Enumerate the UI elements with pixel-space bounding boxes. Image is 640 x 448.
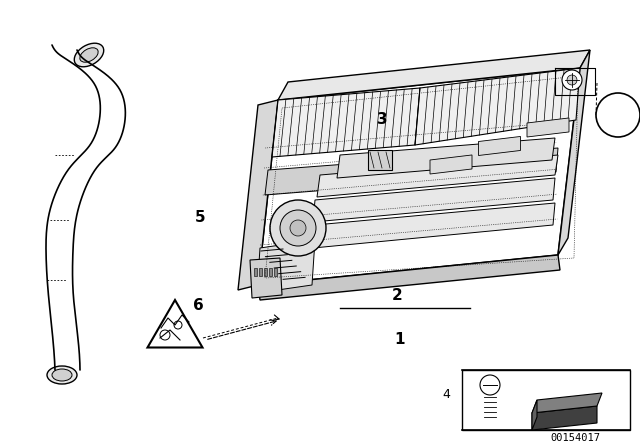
Polygon shape [258, 68, 580, 285]
Polygon shape [532, 393, 602, 413]
Polygon shape [258, 255, 560, 300]
Ellipse shape [80, 48, 98, 62]
Polygon shape [337, 138, 555, 178]
Circle shape [562, 70, 582, 90]
Polygon shape [558, 50, 590, 255]
Polygon shape [238, 100, 278, 290]
Polygon shape [278, 50, 590, 100]
Polygon shape [430, 155, 472, 174]
Bar [254, 268, 257, 276]
Text: 2: 2 [392, 288, 403, 302]
Ellipse shape [74, 43, 104, 67]
Bar [259, 268, 262, 276]
Bar [269, 268, 272, 276]
Polygon shape [313, 203, 555, 248]
Polygon shape [265, 148, 558, 195]
Ellipse shape [47, 366, 77, 384]
Circle shape [567, 75, 577, 85]
Polygon shape [313, 178, 555, 222]
Polygon shape [272, 88, 420, 157]
Circle shape [596, 93, 640, 137]
Text: 00154017: 00154017 [550, 433, 600, 443]
Bar [264, 268, 267, 276]
Text: 6: 6 [193, 297, 204, 313]
Polygon shape [527, 118, 569, 137]
Polygon shape [479, 137, 520, 155]
Bar [368, 150, 392, 170]
Text: 5: 5 [195, 211, 205, 225]
Polygon shape [415, 68, 580, 145]
Bar [274, 268, 277, 276]
Circle shape [270, 200, 326, 256]
Bar [462, 370, 630, 430]
Polygon shape [147, 300, 202, 348]
Circle shape [280, 210, 316, 246]
Circle shape [290, 220, 306, 236]
Polygon shape [532, 406, 597, 430]
Polygon shape [250, 258, 282, 298]
Polygon shape [317, 155, 558, 197]
Polygon shape [532, 400, 537, 430]
Text: 1: 1 [395, 332, 405, 348]
Ellipse shape [52, 369, 72, 381]
Text: 4: 4 [442, 388, 450, 401]
Polygon shape [257, 240, 315, 293]
Text: 3: 3 [377, 112, 387, 128]
Text: 4: 4 [612, 108, 623, 122]
